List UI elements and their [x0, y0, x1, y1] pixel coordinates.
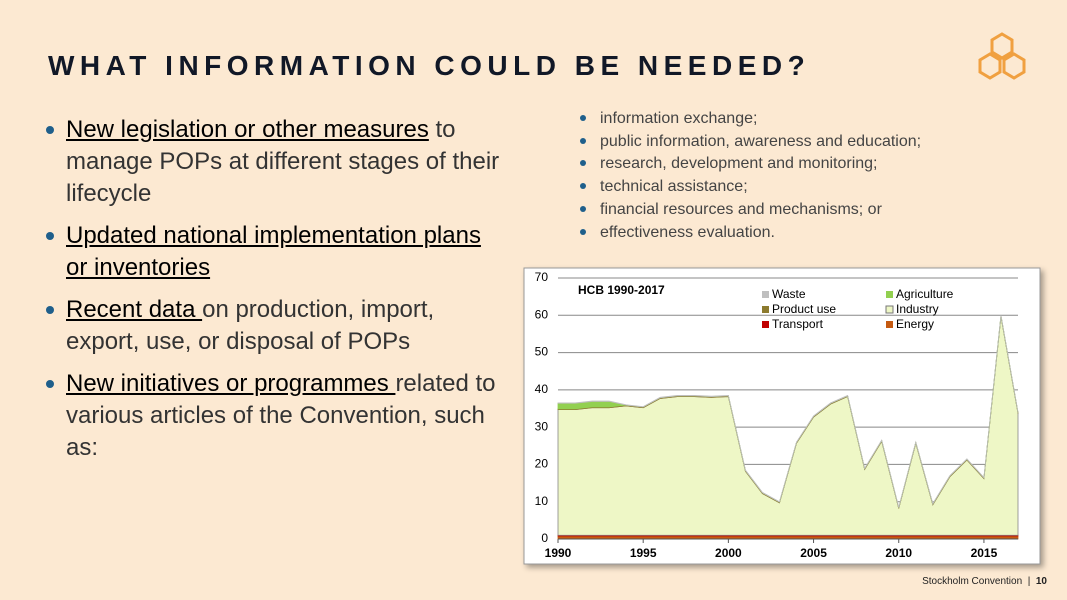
y-tick-label: 0	[541, 531, 548, 545]
legend-label: Waste	[772, 287, 806, 301]
bullet: New legislation or other measures to man…	[44, 114, 504, 210]
bullet-text: on production, import, export, use, or d…	[66, 296, 435, 355]
y-tick-label: 50	[535, 345, 549, 359]
legend-label: Product use	[772, 302, 836, 316]
footer-source: Stockholm Convention	[922, 576, 1023, 587]
bullet-emphasis: New initiatives or programmes	[66, 370, 396, 397]
bullet-emphasis: Recent data	[66, 296, 203, 323]
x-tick-label: 2005	[800, 546, 827, 560]
legend-label: Transport	[772, 317, 824, 331]
bullet-list: New legislation or other measures to man…	[44, 114, 504, 474]
slide-title: WHAT INFORMATION COULD BE NEEDED?	[48, 50, 811, 81]
y-tick-label: 40	[535, 382, 549, 396]
bullet: Updated national implementation plans or…	[44, 220, 504, 284]
x-tick-label: 1995	[630, 546, 657, 560]
sub-bullet: research, development and monitoring;	[578, 153, 921, 176]
y-tick-label: 70	[535, 270, 549, 284]
sub-bullet: information exchange;	[578, 108, 921, 131]
area	[557, 315, 1019, 508]
y-tick-label: 10	[535, 494, 549, 508]
x-tick-label: 2015	[971, 546, 998, 560]
y-tick-label: 30	[535, 419, 549, 433]
sub-bullet: public information, awareness and educat…	[578, 131, 921, 154]
bullet-text: related to various articles of the Conve…	[66, 370, 496, 461]
legend-label: Energy	[896, 317, 934, 331]
legend-swatch	[762, 306, 769, 313]
sub-bullet: financial resources and mechanisms; or	[578, 199, 921, 222]
legend-swatch	[886, 291, 893, 298]
x-tick-label: 1990	[545, 546, 572, 560]
y-tick-label: 20	[535, 457, 549, 471]
legend-swatch	[886, 321, 893, 328]
bullet-text: to manage POPs at different stages of th…	[66, 116, 500, 207]
x-tick-label: 2010	[885, 546, 912, 560]
sub-bullet: technical assistance;	[578, 176, 921, 199]
legend-swatch	[762, 321, 769, 328]
legend-swatch	[885, 305, 894, 314]
x-tick-label: 2000	[715, 546, 742, 560]
sub-bullet: effectiveness evaluation.	[578, 222, 921, 245]
bullet-emphasis: Updated national implementation plans or…	[66, 222, 481, 281]
footer: Stockholm Convention | 10	[922, 576, 1047, 587]
logo	[978, 32, 1026, 80]
y-tick-label: 60	[535, 307, 549, 321]
page-number: 10	[1035, 576, 1047, 587]
bullet-emphasis: New legislation or other measures	[66, 116, 429, 143]
legend-label: Agriculture	[896, 287, 954, 301]
legend-swatch	[762, 291, 769, 298]
sub-bullet-list: information exchange; public information…	[578, 108, 921, 244]
bullet: New initiatives or programmes related to…	[44, 368, 504, 464]
bullet: Recent data on production, import, expor…	[44, 294, 504, 358]
chart-title: HCB 1990-2017	[578, 283, 665, 297]
legend-label: Industry	[896, 302, 939, 316]
